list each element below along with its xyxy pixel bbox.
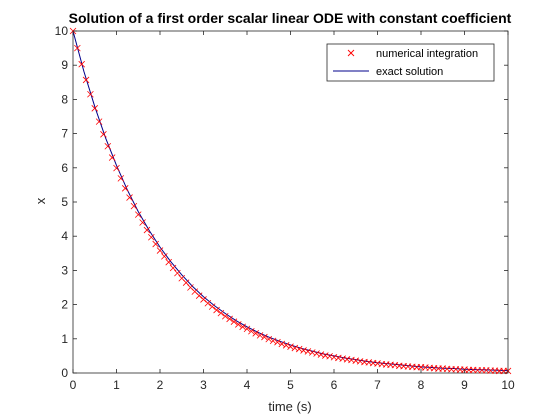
numerical-point: [291, 344, 299, 352]
y-axis-label: x: [33, 197, 48, 204]
y-tick-label: 0: [61, 366, 68, 380]
numerical-point: [300, 347, 307, 354]
numerical-point: [121, 185, 129, 192]
numerical-point: [269, 337, 277, 345]
numerical-point: [134, 211, 142, 218]
numerical-point: [104, 142, 112, 150]
x-tick-label: 5: [287, 378, 294, 392]
numerical-point: [200, 296, 207, 303]
x-tick-label: 4: [244, 378, 251, 392]
x-tick-label: 9: [461, 378, 468, 392]
tick-layer: 0 1 2 3 4 5 6 7 8 9 10 0 1 2 3 4 5 6 7 8 9 10: [55, 24, 515, 392]
numerical-point: [239, 323, 246, 331]
legend-label-numerical: numerical integration: [376, 48, 478, 60]
numerical-point: [113, 164, 120, 172]
numerical-point: [165, 258, 172, 266]
numerical-point: [261, 333, 268, 341]
numerical-point: [313, 350, 320, 357]
x-tick-label: 2: [157, 378, 164, 392]
y-tick-label: 8: [61, 92, 68, 106]
x-axis-label: time (s): [268, 399, 311, 414]
series-layer: [69, 27, 512, 375]
x-tick-label: 0: [70, 378, 77, 392]
axes-box: [72, 30, 509, 374]
numerical-point: [108, 154, 116, 161]
numerical-point: [126, 194, 133, 201]
numerical-point: [248, 327, 255, 335]
numerical-point: [148, 233, 155, 241]
numerical-point: [195, 292, 203, 299]
numerical-point: [308, 349, 316, 356]
numerical-point: [226, 315, 233, 323]
y-tick-label: 1: [61, 332, 68, 346]
numerical-point: [282, 342, 290, 349]
numerical-point: [317, 351, 325, 358]
numerical-point: [278, 340, 286, 348]
numerical-point: [117, 175, 125, 182]
numerical-point: [204, 299, 212, 307]
y-tick-label: 7: [61, 127, 68, 141]
x-tick-label: 7: [374, 378, 381, 392]
numerical-point: [304, 348, 312, 355]
numerical-point: [274, 338, 281, 346]
legend-box: [326, 43, 495, 82]
x-tick-label: 1: [113, 378, 120, 392]
numerical-point: [95, 118, 103, 125]
y-tick-label: 3: [61, 263, 68, 277]
numerical-point: [287, 343, 294, 350]
y-tick-label: 6: [61, 161, 68, 175]
y-tick-label: 5: [61, 195, 68, 209]
y-tick-label: 4: [61, 229, 68, 243]
numerical-point: [243, 325, 251, 333]
numerical-point: [326, 352, 333, 360]
numerical-point: [100, 131, 107, 138]
x-tick-label: 8: [418, 378, 425, 392]
x-tick-label: 6: [331, 378, 338, 392]
numerical-point: [139, 219, 146, 226]
numerical-point: [169, 264, 177, 272]
numerical-point: [235, 321, 242, 328]
numerical-point: [265, 335, 273, 343]
numerical-point: [252, 330, 259, 337]
x-tick-label: 3: [200, 378, 207, 392]
numerical-point: [217, 309, 225, 317]
chart-title: Solution of a first order scalar linear …: [69, 10, 512, 26]
numerical-point: [213, 306, 220, 314]
y-tick-label: 9: [61, 58, 68, 72]
numerical-point: [221, 312, 229, 320]
y-tick-label: 10: [55, 24, 69, 38]
numerical-point: [156, 247, 164, 254]
plot-area: 0 1 2 3 4 5 6 7 8 9 10 0 1 2 3 4 5 6 7 8 9 10: [55, 24, 515, 392]
numerical-point: [152, 240, 159, 248]
numerical-point: [295, 345, 303, 353]
numerical-point: [91, 105, 99, 112]
numerical-point: [208, 303, 216, 310]
numerical-point: [130, 202, 138, 210]
numerical-point: [78, 60, 85, 68]
x-tick-label: 10: [501, 378, 515, 392]
legend-marker-numerical: [347, 49, 355, 57]
legend-label-exact: exact solution: [376, 66, 443, 78]
y-tick-label: 2: [61, 298, 68, 312]
numerical-point: [256, 332, 264, 339]
numerical-point: [230, 318, 238, 325]
numerical-point: [82, 76, 90, 84]
numerical-point: [74, 44, 81, 52]
exact-solution-line: [72, 30, 509, 372]
numerical-point: [161, 253, 168, 260]
numerical-point: [143, 226, 151, 234]
numerical-point: [87, 90, 94, 98]
numerical-point: [174, 269, 181, 277]
legend: numerical integration exact solution: [326, 43, 495, 82]
